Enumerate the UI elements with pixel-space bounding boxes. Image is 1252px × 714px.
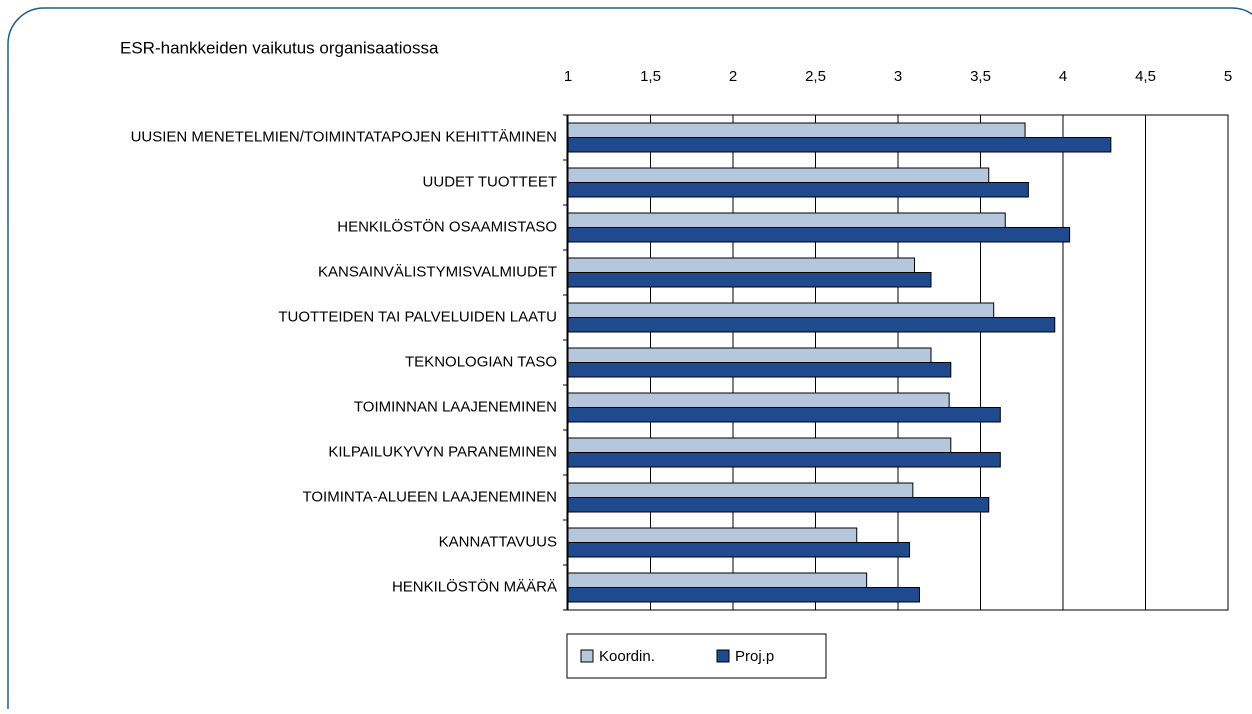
bar bbox=[567, 182, 1029, 198]
bar bbox=[567, 257, 915, 273]
bar bbox=[567, 227, 1071, 243]
bar bbox=[567, 437, 952, 453]
bar bbox=[567, 272, 932, 288]
legend-label: Koordin. bbox=[599, 648, 655, 665]
x-tick-label: 1 bbox=[564, 68, 572, 85]
x-tick-label: 3 bbox=[894, 68, 902, 85]
bar bbox=[567, 527, 858, 543]
bar bbox=[567, 542, 911, 558]
y-tick-label: UUSIEN MENETELMIEN/TOIMINTATAPOJEN KEHIT… bbox=[131, 128, 557, 145]
y-tick-label: KANNATTAVUUS bbox=[439, 533, 557, 550]
x-tick-label: 2 bbox=[729, 68, 737, 85]
legend bbox=[566, 633, 827, 679]
y-tick-label: TOIMINTA-ALUEEN LAAJENEMINEN bbox=[303, 488, 558, 505]
bar bbox=[567, 452, 1001, 468]
y-tick-label: UUDET TUOTTEET bbox=[423, 173, 557, 190]
bar bbox=[567, 392, 950, 408]
y-tick-label: TEKNOLOGIAN TASO bbox=[405, 353, 557, 370]
x-tick-label: 2,5 bbox=[805, 68, 826, 85]
legend-swatch bbox=[580, 649, 594, 663]
y-tick-label: TOIMINNAN LAAJENEMINEN bbox=[354, 398, 557, 415]
y-tick-label: HENKILÖSTÖN MÄÄRÄ bbox=[392, 577, 557, 595]
bar bbox=[567, 302, 995, 318]
legend-swatch bbox=[716, 649, 730, 663]
bar bbox=[567, 137, 1112, 153]
bar bbox=[567, 482, 914, 498]
bar bbox=[567, 167, 990, 183]
bar bbox=[567, 122, 1026, 138]
x-tick-label: 4 bbox=[1059, 68, 1067, 85]
bar bbox=[567, 407, 1001, 423]
x-tick-label: 4,5 bbox=[1135, 68, 1156, 85]
legend-label: Proj.p bbox=[735, 648, 774, 665]
bar bbox=[567, 212, 1006, 228]
x-tick-label: 5 bbox=[1224, 68, 1232, 85]
x-tick-label: 1,5 bbox=[640, 68, 661, 85]
frame bbox=[7, 7, 1252, 714]
chart-title: ESR-hankkeiden vaikutus organisaatiossa bbox=[120, 38, 439, 57]
bar bbox=[567, 317, 1056, 333]
y-tick-label: TUOTTEIDEN TAI PALVELUIDEN LAATU bbox=[278, 308, 557, 325]
bar bbox=[567, 587, 920, 603]
bar bbox=[567, 572, 868, 588]
y-tick-label: HENKILÖSTÖN OSAAMISTASO bbox=[337, 217, 557, 235]
bar bbox=[567, 497, 990, 513]
y-tick-label: KILPAILUKYVYN PARANEMINEN bbox=[328, 443, 557, 460]
y-tick-label: KANSAINVÄLISTYMISVALMIUDET bbox=[318, 263, 557, 280]
bar bbox=[567, 362, 952, 378]
x-tick-label: 3,5 bbox=[970, 68, 991, 85]
bar bbox=[567, 347, 932, 363]
